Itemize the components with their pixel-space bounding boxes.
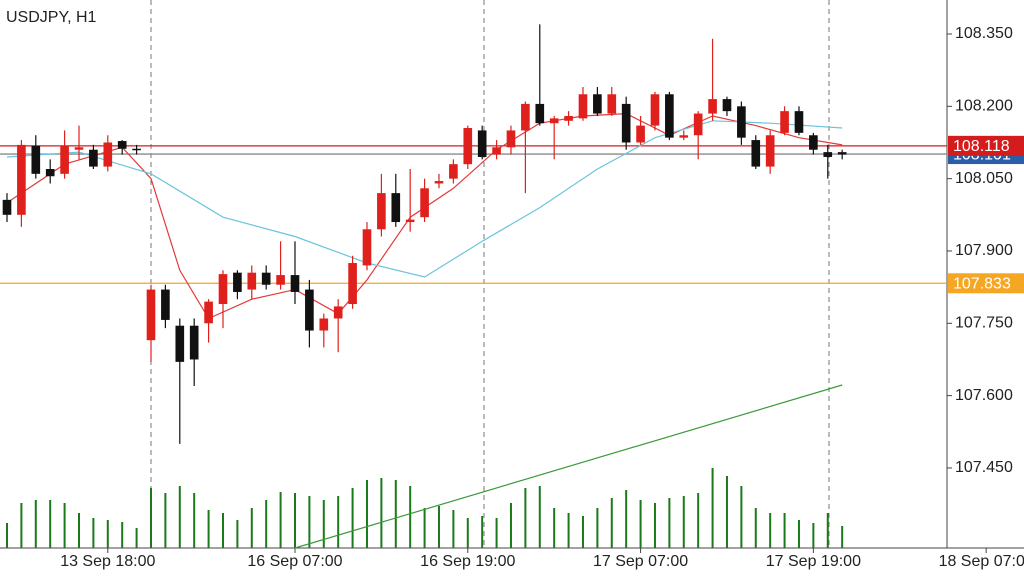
candle-body (837, 152, 847, 155)
price-label-box (948, 273, 1024, 294)
candle-body (290, 275, 300, 292)
candle-body (420, 188, 429, 218)
candle-body (2, 199, 12, 215)
y-tick-label: 107.900 (955, 242, 1013, 259)
candle-body (751, 140, 761, 167)
candle-body (737, 106, 746, 138)
candle-body (189, 325, 199, 360)
candle-body (506, 130, 516, 148)
candle-body (449, 164, 458, 179)
candle-body (708, 99, 717, 114)
chart-title: USDJPY, H1 (6, 9, 97, 26)
candle-body (132, 148, 141, 151)
candle-body (809, 135, 818, 150)
candle-body (247, 272, 257, 290)
candle-body (204, 301, 213, 324)
candle-body (17, 144, 26, 215)
y-tick-label: 107.600 (955, 387, 1013, 404)
candle-body (434, 181, 444, 184)
moving-average (6, 120, 843, 278)
candle-body (607, 94, 617, 114)
x-tick-label: 16 Sep 19:00 (420, 553, 515, 570)
candle-body (261, 272, 271, 285)
y-tick-label: 107.750 (955, 315, 1013, 332)
candle-body (722, 99, 732, 112)
candle-body (405, 219, 415, 223)
candle-body (578, 94, 588, 119)
candle-body (117, 141, 127, 149)
price-label: 107.833 (953, 276, 1011, 293)
y-tick-label: 107.450 (955, 459, 1013, 476)
candle-body (650, 94, 660, 126)
candle-body (103, 142, 113, 167)
candle-body (74, 147, 84, 150)
moving-average (294, 384, 843, 549)
candle-body (146, 289, 156, 341)
candle-body (535, 103, 545, 124)
candle-body (333, 306, 343, 319)
x-tick-label: 17 Sep 07:00 (593, 553, 688, 570)
candle-body (161, 289, 170, 320)
candle-body (780, 111, 789, 133)
candle-body (665, 94, 674, 138)
candle-body (564, 115, 573, 121)
x-tick-label: 16 Sep 07:00 (247, 553, 342, 570)
price-label: 108.118 (953, 138, 1010, 155)
candle-body (636, 125, 645, 143)
candle-body (679, 135, 689, 138)
x-tick-label: 17 Sep 19:00 (766, 553, 861, 570)
y-tick-label: 108.350 (955, 25, 1013, 42)
candle-body (276, 275, 285, 285)
candle-body (477, 130, 487, 157)
y-tick-label: 108.050 (955, 170, 1013, 187)
x-tick-label: 18 Sep 07:00 (939, 553, 1024, 570)
candle-body (60, 145, 69, 174)
candle-body (305, 289, 314, 331)
candle-body (463, 128, 473, 165)
candle-body (31, 145, 41, 174)
candle-body (391, 193, 401, 223)
candle-body (348, 263, 357, 305)
candle-body (693, 113, 703, 136)
candle-body (175, 325, 185, 362)
candle-body (794, 111, 804, 133)
candle-body (492, 147, 501, 155)
candle-body (45, 169, 55, 177)
price-label-box (948, 135, 1024, 156)
candle-body (549, 118, 559, 124)
candle-body (233, 272, 242, 292)
candle-body (521, 103, 530, 131)
candle-body (593, 94, 602, 114)
candle-body (621, 103, 631, 143)
candle-body (89, 149, 98, 167)
candle-body (823, 152, 833, 157)
candle-body (765, 135, 775, 167)
candle-body (362, 229, 372, 266)
candle-body (377, 193, 386, 230)
candle-body (218, 274, 228, 305)
y-tick-label: 108.200 (955, 98, 1013, 115)
candle-body (319, 318, 329, 331)
x-tick-label: 13 Sep 18:00 (60, 553, 155, 570)
